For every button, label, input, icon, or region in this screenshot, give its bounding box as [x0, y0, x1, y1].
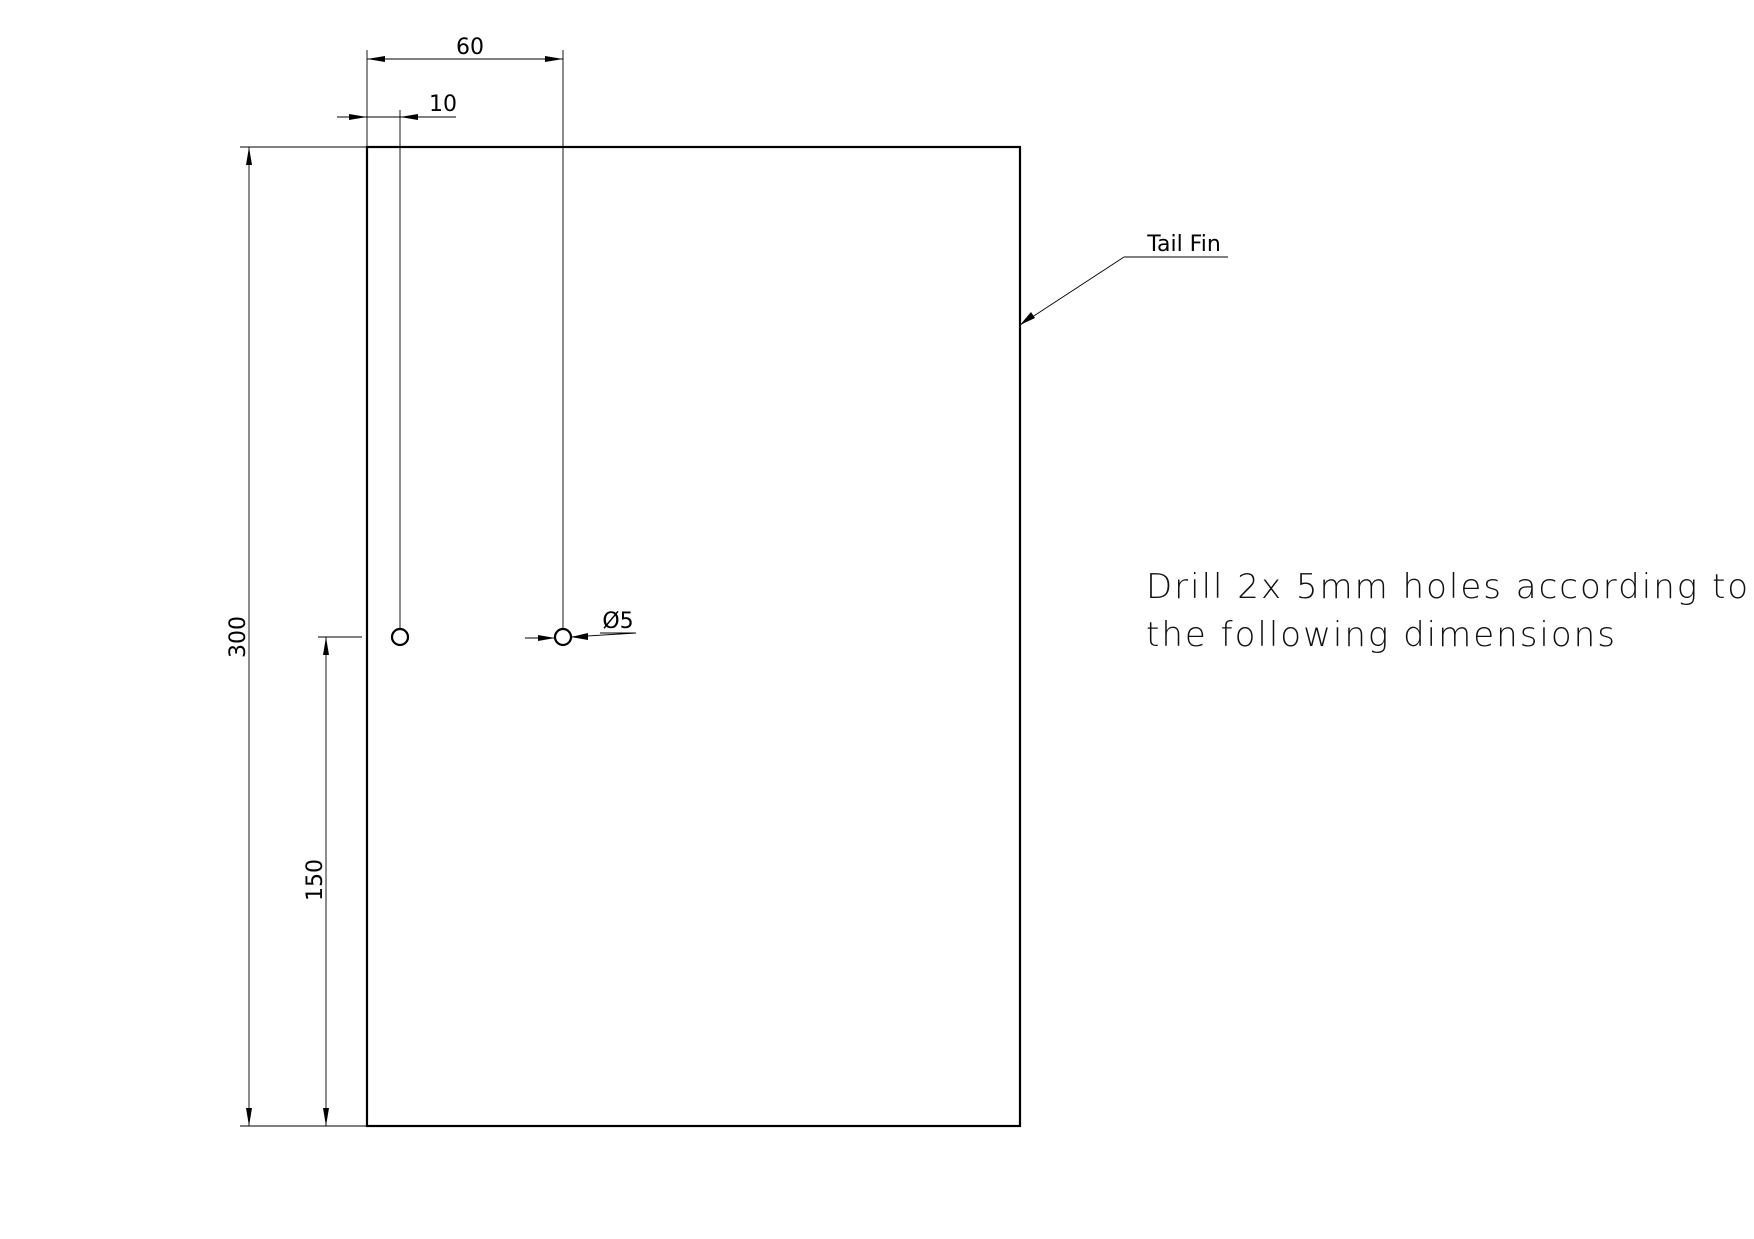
tail-fin-outline	[365, 145, 1022, 1128]
drill-note: Drill 2x 5mm holes according to the foll…	[1146, 567, 1750, 655]
drill-note-line1: Drill 2x 5mm holes according to	[1146, 567, 1750, 607]
dimension-300-label: 300	[226, 616, 251, 658]
dimension-10-label: 10	[429, 92, 457, 117]
tail-fin-label: Tail Fin	[1146, 232, 1221, 257]
dimension-150-label: 150	[303, 859, 328, 901]
dimension-150: 150	[303, 636, 362, 1126]
dimension-diameter-label: Ø5	[602, 609, 633, 634]
drill-note-line2: the following dimensions	[1146, 615, 1617, 655]
hole-left	[390, 627, 410, 647]
dimension-60: 60	[366, 35, 564, 629]
dimension-10: 10	[337, 92, 457, 629]
tail-fin-leader: Tail Fin	[1019, 232, 1228, 326]
hole-right	[553, 627, 573, 647]
dimension-60-label: 60	[456, 35, 484, 60]
dimension-300: 300	[226, 146, 367, 1127]
dimension-diameter: Ø5	[525, 609, 637, 641]
